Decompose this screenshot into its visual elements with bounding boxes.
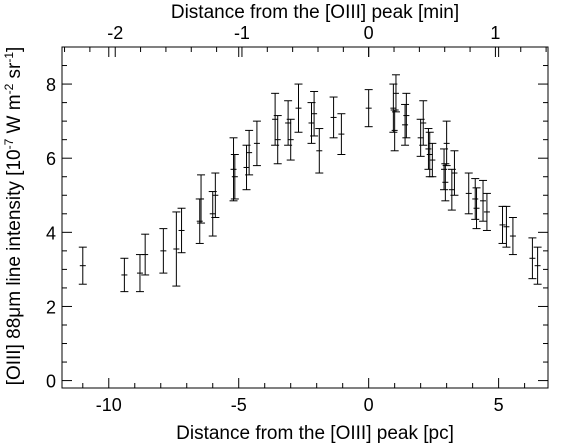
data-point — [337, 113, 346, 155]
data-point — [329, 96, 338, 139]
x-tick-label: -10 — [96, 395, 122, 415]
y-axis-title-part: [OIII] 88μm line intensity [10 — [4, 149, 25, 385]
data-point — [498, 205, 507, 244]
y-axis-title: [OIII] 88μm line intensity [10-7 W m-2 s… — [2, 47, 25, 386]
x-tick-label: 5 — [494, 395, 504, 415]
plot-frame — [61, 46, 549, 389]
data-points — [78, 74, 542, 293]
y-axis-title-part: sr — [4, 62, 25, 84]
data-point — [482, 192, 491, 231]
data-point — [419, 100, 428, 146]
x-tick-label: 0 — [364, 395, 374, 415]
top-x-axis-title: Distance from the [OIII] peak [min] — [171, 2, 459, 23]
data-point — [252, 120, 261, 167]
x-tick-label: -5 — [231, 395, 247, 415]
data-point — [310, 90, 319, 137]
data-point — [172, 211, 181, 287]
data-point — [120, 257, 129, 293]
data-point — [78, 246, 87, 285]
data-point — [195, 198, 204, 244]
data-point — [428, 142, 437, 178]
y-axis-title-part: W m — [4, 94, 25, 138]
data-point — [177, 207, 186, 254]
data-point — [471, 178, 480, 220]
data-point — [273, 115, 282, 165]
x2-tick-label: -1 — [234, 23, 250, 43]
data-point — [401, 103, 410, 146]
y-axis-title-superscript: -7 — [2, 138, 16, 149]
data-point — [286, 118, 295, 161]
y-tick-label: 2 — [46, 297, 56, 317]
data-point — [141, 233, 150, 276]
data-point — [442, 120, 451, 167]
data-point — [197, 174, 206, 224]
data-point — [245, 129, 254, 176]
axis-ticks — [62, 46, 548, 388]
data-point — [135, 254, 144, 293]
data-point — [479, 179, 488, 222]
y-tick-label: 8 — [46, 75, 56, 95]
data-point — [229, 137, 238, 202]
data-point — [159, 228, 168, 274]
data-point — [390, 109, 399, 152]
data-point — [533, 246, 542, 285]
x2-tick-label: 0 — [364, 23, 374, 43]
data-point — [441, 163, 450, 202]
y-tick-label: 0 — [46, 372, 56, 392]
x-axis-title: Distance from the [OIII] peak [pc] — [176, 423, 454, 443]
data-point — [508, 217, 517, 256]
data-point — [528, 237, 537, 280]
data-point — [464, 172, 473, 215]
x2-tick-label: 1 — [490, 23, 500, 43]
data-point — [230, 153, 239, 200]
y-axis-title-part: ] — [4, 47, 25, 52]
data-point — [424, 128, 433, 170]
data-point — [472, 187, 481, 230]
data-point — [402, 92, 411, 139]
y-axis-title-superscript: -1 — [2, 52, 16, 63]
data-point — [364, 89, 373, 128]
data-point — [315, 128, 324, 174]
data-point — [450, 150, 459, 196]
x2-tick-label: -2 — [107, 23, 123, 43]
data-point — [502, 205, 511, 248]
y-tick-label: 4 — [46, 223, 56, 243]
y-tick-label: 6 — [46, 149, 56, 169]
data-point — [294, 83, 303, 133]
data-point — [211, 172, 220, 218]
y-axis-title-superscript: -2 — [2, 83, 16, 94]
data-point — [391, 74, 400, 113]
